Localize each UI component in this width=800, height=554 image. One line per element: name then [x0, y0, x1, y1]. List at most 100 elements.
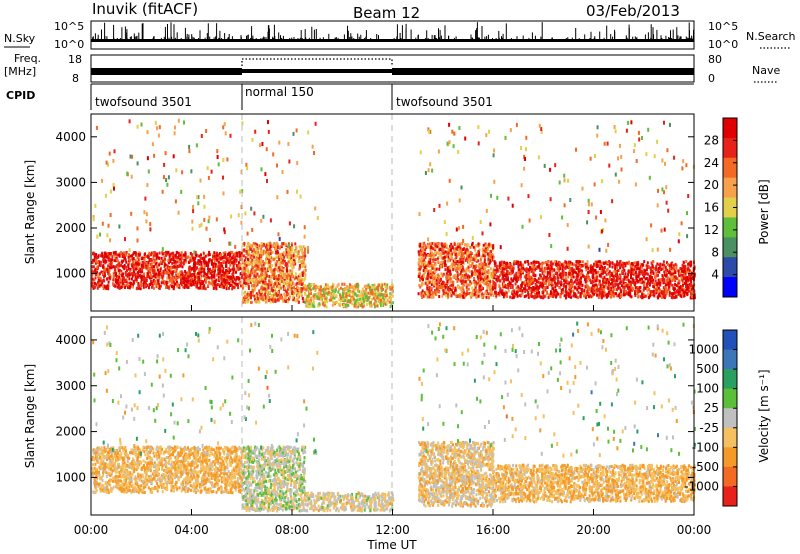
data-cell	[437, 261, 440, 265]
data-cell	[431, 266, 434, 270]
data-cell	[232, 254, 235, 258]
data-cell	[308, 302, 311, 306]
data-cell	[456, 254, 459, 258]
data-cell	[279, 256, 282, 260]
data-cell	[487, 255, 490, 258]
data-cell	[473, 276, 476, 280]
data-cell	[131, 285, 134, 289]
data-cell	[112, 275, 115, 279]
data-cell	[253, 274, 256, 278]
data-cell	[195, 273, 198, 277]
data-cell	[231, 267, 234, 271]
data-cell	[231, 280, 234, 284]
data-cell	[308, 282, 311, 286]
data-cell	[355, 282, 358, 286]
data-cell	[264, 277, 267, 281]
freq-bar-twofsound-1	[91, 68, 242, 75]
data-cell	[362, 302, 365, 306]
data-cell	[480, 255, 483, 259]
data-cell	[261, 252, 264, 256]
data-cell	[177, 255, 180, 259]
data-cell	[254, 272, 257, 276]
data-cell	[203, 284, 206, 288]
data-cell	[198, 259, 201, 263]
data-cell	[190, 281, 192, 284]
data-cell	[459, 258, 462, 262]
data-cell	[122, 281, 125, 285]
data-cell	[282, 261, 285, 265]
data-cell	[220, 253, 223, 257]
data-cell	[366, 292, 368, 296]
data-cell	[426, 287, 429, 290]
data-cell	[150, 251, 153, 255]
data-cell	[238, 281, 241, 285]
data-cell	[360, 290, 363, 294]
data-cell	[263, 250, 266, 254]
data-cell	[429, 247, 432, 251]
data-cell	[253, 276, 256, 280]
data-cell	[189, 283, 192, 287]
data-cell	[459, 295, 462, 299]
data-cell	[470, 281, 473, 285]
data-cell	[286, 283, 289, 287]
data-cell	[435, 267, 438, 271]
data-cell	[142, 272, 145, 276]
data-cell	[239, 254, 242, 258]
data-cell	[288, 288, 291, 292]
data-cell	[134, 275, 137, 278]
data-cell	[471, 265, 474, 269]
data-cell	[493, 276, 496, 280]
data-cell	[91, 274, 94, 278]
data-cell	[275, 263, 278, 267]
data-cell	[203, 267, 206, 271]
data-cell	[151, 265, 154, 269]
data-cell	[324, 299, 326, 303]
data-cell	[221, 275, 224, 279]
data-cell	[429, 273, 432, 277]
data-cell	[292, 254, 295, 258]
data-cell	[462, 279, 465, 283]
data-cell	[356, 284, 359, 288]
data-cell	[172, 276, 175, 280]
data-cell	[144, 278, 147, 282]
data-cell	[472, 258, 475, 262]
data-cell	[476, 275, 479, 279]
data-cell	[473, 254, 476, 258]
data-region-0	[91, 250, 244, 291]
data-cell	[447, 286, 450, 290]
nave-tick-top: 80	[708, 53, 722, 66]
data-cell	[260, 289, 263, 293]
data-cell	[215, 254, 218, 258]
data-cell	[108, 273, 111, 277]
data-cell	[319, 294, 322, 298]
data-cell	[118, 286, 121, 290]
data-cell	[296, 286, 299, 290]
data-cell	[337, 282, 340, 286]
data-cell	[124, 271, 127, 274]
data-cell	[425, 267, 428, 271]
data-cell	[160, 274, 163, 278]
data-cell	[280, 243, 283, 247]
data-cell	[358, 290, 361, 294]
data-cell	[272, 258, 275, 262]
data-cell	[182, 285, 185, 289]
data-cell	[172, 258, 175, 262]
data-cell	[345, 296, 348, 300]
data-cell	[180, 279, 182, 283]
data-cell	[473, 272, 476, 276]
data-cell	[291, 295, 294, 299]
data-cell	[150, 253, 152, 257]
data-cell	[279, 253, 282, 257]
data-cell	[269, 265, 271, 269]
data-cell	[382, 303, 385, 307]
data-cell	[276, 298, 279, 302]
data-cell	[317, 295, 320, 299]
data-cell	[264, 245, 267, 249]
data-cell	[364, 298, 367, 302]
data-cell	[228, 286, 230, 290]
data-cell	[298, 282, 301, 286]
data-cell	[112, 253, 115, 257]
data-cell	[232, 275, 235, 278]
data-cell	[268, 275, 271, 279]
data-cell	[311, 304, 313, 308]
